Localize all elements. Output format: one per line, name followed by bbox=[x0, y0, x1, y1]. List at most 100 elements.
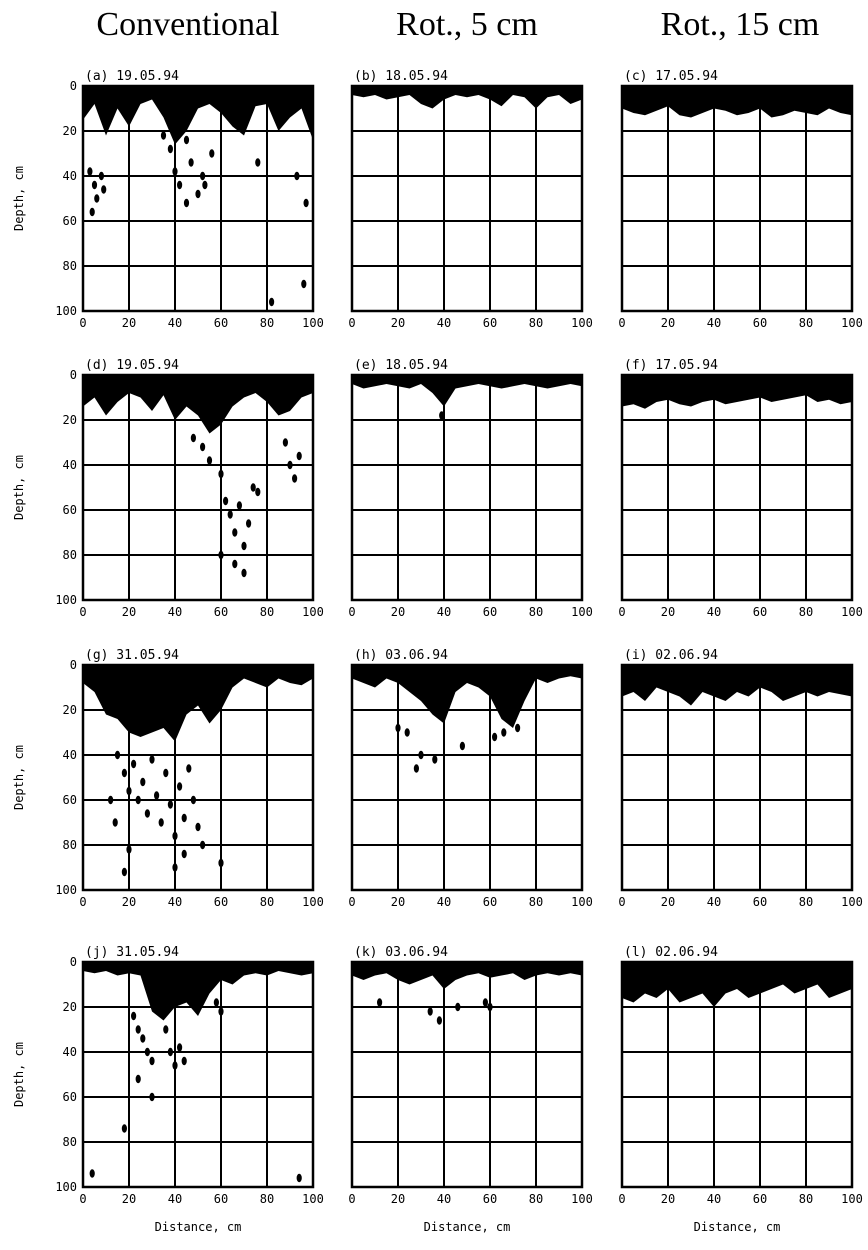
stained-surface-layer bbox=[622, 665, 852, 706]
y-tick-label: 100 bbox=[55, 883, 77, 897]
x-tick-label: 0 bbox=[79, 316, 86, 330]
x-tick-label: 80 bbox=[529, 605, 543, 619]
stained-surface-layer bbox=[622, 86, 852, 118]
stain-patch bbox=[91, 180, 98, 190]
stain-patch bbox=[190, 433, 196, 443]
stain-patch bbox=[487, 1002, 493, 1012]
stain-patch bbox=[482, 998, 488, 1007]
y-axis-title: Depth, cm bbox=[12, 166, 26, 231]
panel-frame bbox=[81, 84, 315, 313]
x-tick-label: 20 bbox=[391, 895, 405, 909]
stain-patch bbox=[131, 759, 137, 769]
y-tick-label: 60 bbox=[63, 1090, 77, 1104]
stain-patch bbox=[126, 786, 132, 796]
x-tick-label: 80 bbox=[260, 1192, 274, 1206]
x-tick-label: 20 bbox=[122, 895, 136, 909]
stain-patch bbox=[160, 131, 167, 140]
x-tick-label: 60 bbox=[483, 895, 497, 909]
y-tick-label: 80 bbox=[63, 548, 77, 562]
panel-label: (a) 19.05.94 bbox=[85, 69, 179, 84]
x-tick-label: 60 bbox=[483, 316, 497, 330]
stain-patch bbox=[172, 863, 178, 872]
stain-patch bbox=[418, 750, 424, 760]
y-tick-label: 80 bbox=[63, 838, 77, 852]
stain-patch bbox=[112, 818, 118, 827]
x-tick-label: 40 bbox=[437, 895, 451, 909]
stain-patch bbox=[144, 1047, 150, 1057]
x-tick-label: 0 bbox=[348, 895, 355, 909]
panel-l: (l) 02.06.94 0 20 40 60 80 100 Distance, cm bbox=[618, 945, 862, 1234]
stained-surface-layer bbox=[83, 665, 313, 742]
x-tick-label: 0 bbox=[79, 605, 86, 619]
x-tick-label: 60 bbox=[214, 316, 228, 330]
stain-patch bbox=[209, 149, 215, 158]
stain-patch bbox=[227, 510, 233, 519]
stain-patch bbox=[101, 185, 107, 194]
stain-patch bbox=[501, 728, 507, 737]
column-title-rot-15cm: Rot., 15 cm bbox=[661, 6, 820, 43]
stain-patch bbox=[439, 411, 445, 420]
stained-surface-layer bbox=[622, 962, 852, 1007]
x-tick-label: 60 bbox=[214, 1192, 228, 1206]
x-tick-label: 60 bbox=[753, 316, 767, 330]
stain-patch bbox=[296, 1173, 302, 1183]
stain-patch bbox=[163, 768, 169, 778]
y-axis-title: Depth, cm bbox=[12, 455, 26, 520]
panel-label: (d) 19.05.94 bbox=[85, 358, 179, 373]
panel-label: (l) 02.06.94 bbox=[624, 945, 718, 960]
x-tick-label: 40 bbox=[437, 605, 451, 619]
x-tick-label: 40 bbox=[437, 1192, 451, 1206]
stain-patch bbox=[94, 194, 100, 203]
panel-grid: (a) 19.05.940 20 40 60 80 100020406080100Dept… bbox=[12, 69, 863, 1234]
stain-patch bbox=[200, 840, 206, 850]
y-tick-label: 100 bbox=[55, 304, 77, 318]
stain-patch bbox=[200, 171, 206, 181]
stain-patch bbox=[190, 795, 196, 805]
y-tick-label: 20 bbox=[63, 703, 77, 717]
stain-patch bbox=[172, 831, 178, 841]
x-tick-label: 80 bbox=[529, 316, 543, 330]
stain-patch bbox=[232, 528, 238, 537]
y-axis-title: Depth, cm bbox=[12, 1042, 26, 1107]
stain-patch bbox=[172, 167, 178, 176]
column-title-conventional: Conventional bbox=[96, 6, 279, 43]
stained-surface-layer bbox=[352, 665, 582, 728]
panel-frame bbox=[350, 663, 584, 892]
x-tick-label: 100 bbox=[571, 1192, 593, 1206]
x-tick-label: 40 bbox=[168, 895, 182, 909]
x-tick-label: 0 bbox=[618, 1192, 625, 1206]
y-tick-label: 20 bbox=[63, 124, 77, 138]
panel-j: (j) 31.05.940 20 40 60 80 100020406080100Dept… bbox=[12, 945, 324, 1234]
stain-patch bbox=[206, 456, 213, 465]
stain-patch bbox=[167, 1047, 173, 1057]
panel-frame bbox=[81, 663, 315, 892]
stain-patch bbox=[158, 818, 164, 827]
panel-f: (f) 17.05.94 0 20 40 60 80 100 bbox=[618, 358, 862, 619]
x-tick-label: 0 bbox=[618, 605, 625, 619]
stain-patch bbox=[181, 1056, 187, 1066]
stain-patch bbox=[292, 474, 298, 483]
x-tick-label: 20 bbox=[391, 316, 405, 330]
panel-frame bbox=[81, 960, 315, 1189]
stain-patch bbox=[413, 764, 419, 773]
x-tick-label: 80 bbox=[799, 605, 813, 619]
stain-patch bbox=[98, 171, 104, 181]
stain-patch bbox=[167, 144, 173, 154]
x-tick-label: 60 bbox=[753, 1192, 767, 1206]
x-tick-label: 100 bbox=[302, 1192, 324, 1206]
y-tick-label: 20 bbox=[63, 1000, 77, 1014]
stain-patch bbox=[186, 764, 192, 773]
stain-patch bbox=[195, 189, 201, 199]
stained-surface-layer bbox=[83, 86, 313, 145]
stain-patch bbox=[121, 768, 127, 778]
panel-label: (e) 18.05.94 bbox=[354, 358, 448, 373]
stain-patch bbox=[218, 858, 224, 868]
stain-patch bbox=[183, 135, 190, 145]
stain-patch bbox=[395, 723, 401, 733]
panel-k: (k) 03.06.94 0 20 40 60 80 100 Distance, cm bbox=[348, 945, 592, 1234]
stain-patch bbox=[149, 1092, 155, 1102]
x-tick-label: 40 bbox=[168, 316, 182, 330]
stain-patch bbox=[131, 1011, 137, 1021]
y-tick-label: 0 bbox=[70, 658, 77, 672]
panel-g: (g) 31.05.940 20 40 60 80 100020406080100Dept… bbox=[12, 648, 324, 909]
